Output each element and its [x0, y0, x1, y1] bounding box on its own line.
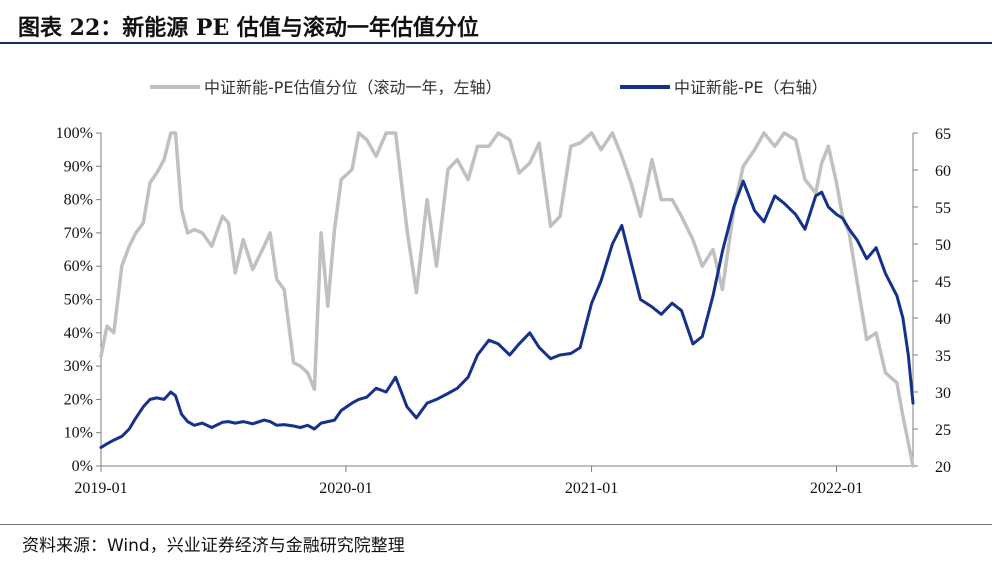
right-tick-label: 55: [935, 200, 951, 217]
left-tick-label: 30%: [64, 358, 93, 375]
right-tick-label: 50: [935, 237, 951, 254]
series-line-percentile: [99, 131, 915, 468]
left-tick-label: 10%: [64, 425, 93, 442]
x-tick-label: 2022-01: [810, 480, 863, 497]
title-bar: 图表 22：新能源 PE 估值与滚动一年估值分位: [0, 0, 992, 44]
left-tick-label: 60%: [64, 258, 93, 275]
left-tick-label: 0%: [72, 458, 93, 475]
left-tick-label: 80%: [64, 192, 93, 209]
series-layer: [99, 131, 915, 468]
right-tick-label: 60: [935, 163, 951, 180]
right-tick-label: 35: [935, 348, 951, 365]
left-tick-label: 50%: [64, 292, 93, 309]
right-tick-label: 40: [935, 311, 951, 328]
left-tick-label: 20%: [64, 391, 93, 408]
series-line-pe: [99, 179, 915, 449]
right-tick-label: 65: [935, 126, 951, 143]
legend: 中证新能-PE估值分位（滚动一年，左轴） 中证新能-PE（右轴）: [150, 78, 828, 97]
footer-divider: [0, 524, 992, 525]
x-tick-label: 2019-01: [74, 480, 127, 497]
chart: 中证新能-PE估值分位（滚动一年，左轴） 中证新能-PE（右轴） 0% 10% 20…: [56, 78, 951, 497]
right-tick-label: 45: [935, 274, 951, 291]
axes: 0% 10% 20% 30% 40% 50% 60% 70% 80% 90% 100% 20 25 30 3…: [56, 125, 951, 497]
left-tick-label: 70%: [64, 225, 93, 242]
right-tick-label: 30: [935, 385, 951, 402]
left-tick-label: 90%: [64, 158, 93, 175]
legend-label-percentile: 中证新能-PE估值分位（滚动一年，左轴）: [204, 78, 502, 97]
source-note: 资料来源：Wind，兴业证券经济与金融研究院整理: [22, 536, 405, 556]
right-tick-label: 20: [935, 459, 951, 476]
x-tick-label: 2021-01: [565, 480, 618, 497]
page-title: 图表 22：新能源 PE 估值与滚动一年估值分位: [18, 15, 479, 41]
left-tick-label: 100%: [56, 125, 93, 142]
x-tick-label: 2020-01: [319, 480, 372, 497]
legend-label-pe: 中证新能-PE（右轴）: [674, 78, 828, 97]
left-tick-label: 40%: [64, 325, 93, 342]
right-tick-label: 25: [935, 422, 951, 439]
